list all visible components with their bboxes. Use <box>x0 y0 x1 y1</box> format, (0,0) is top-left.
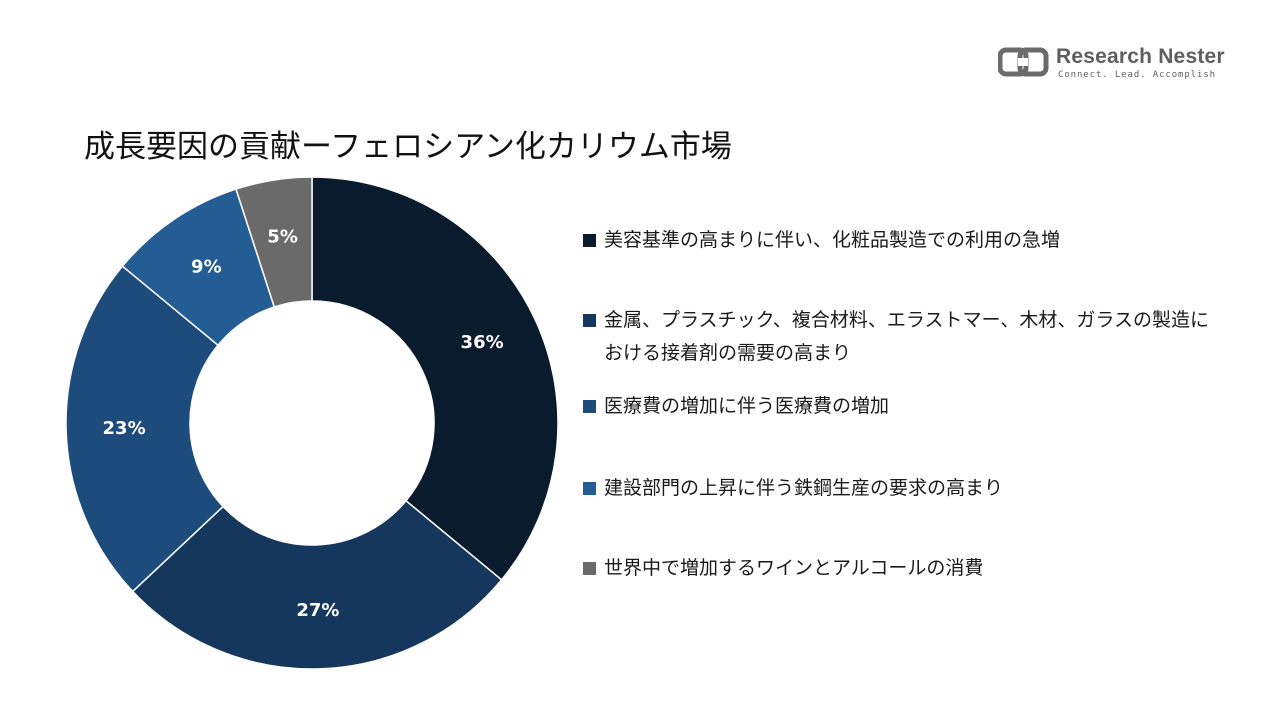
legend-swatch-2 <box>583 314 596 327</box>
legend-swatch-5 <box>583 562 596 575</box>
legend-label-1: 美容基準の高まりに伴い、化粧品製造での利用の急増 <box>604 229 1061 251</box>
legend-swatch-1 <box>583 234 596 247</box>
donut-slice-2 <box>131 499 503 670</box>
brand-name: Research Nester <box>1056 45 1225 68</box>
legend-swatch-4 <box>583 482 596 495</box>
donut-slice-1 <box>311 176 559 581</box>
legend-item-4: 建設部門の上昇に伴う鉄鋼生産の要求の高まり <box>583 472 1224 505</box>
slice-label-3: 23% <box>103 418 146 439</box>
slice-label-5: 5% <box>267 226 298 247</box>
legend-item-3: 医療費の増加に伴う医療費の増加 <box>583 390 1224 423</box>
donut-slice-3 <box>65 265 225 593</box>
research-nester-logo-icon <box>998 47 1049 77</box>
legend-swatch-3 <box>583 400 596 413</box>
slice-label-1: 36% <box>461 332 504 353</box>
legend-label-5: 世界中で増加するワインとアルコールの消費 <box>604 557 984 579</box>
donut-slice-5 <box>235 176 313 308</box>
slice-label-4: 9% <box>191 257 222 278</box>
brand-logo: Research Nester Connect. Lead. Accomplis… <box>998 44 1230 84</box>
legend-item-5: 世界中で増加するワインとアルコールの消費 <box>583 552 1224 585</box>
brand-tagline: Connect. Lead. Accomplish <box>1058 70 1216 80</box>
legend-label-4: 建設部門の上昇に伴う鉄鋼生産の要求の高まり <box>604 477 1004 499</box>
chart-title: 成長要因の貢献ーフェロシアン化カリウム市場 <box>84 128 732 165</box>
legend-item-1: 美容基準の高まりに伴い、化粧品製造での利用の急増 <box>583 224 1224 257</box>
legend-item-2: 金属、プラスチック、複合材料、エラストマー、木材、ガラスの製造における接着剤の需… <box>583 304 1224 370</box>
slice-label-2: 27% <box>296 600 339 621</box>
legend-label-3: 医療費の増加に伴う医療費の増加 <box>604 395 890 417</box>
legend-label-2: 金属、プラスチック、複合材料、エラストマー、木材、ガラスの製造における接着剤の需… <box>604 309 1209 364</box>
